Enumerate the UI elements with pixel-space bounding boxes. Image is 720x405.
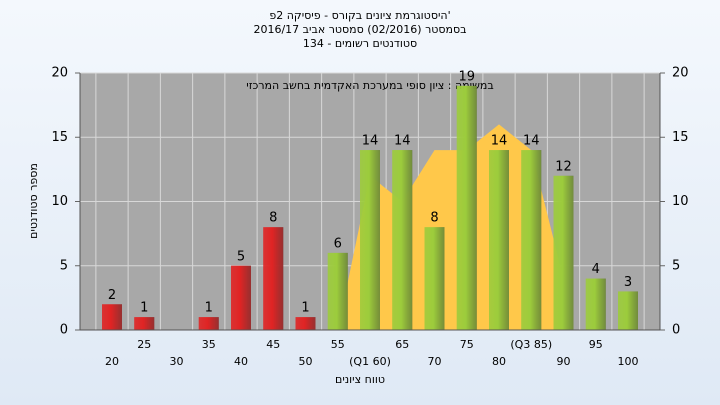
bar-shade [618, 291, 638, 330]
data-label: 14 [523, 134, 540, 149]
data-label: 1 [205, 301, 213, 316]
bar-shade [392, 150, 413, 330]
data-label: 19 [458, 69, 475, 84]
bar-shade [521, 150, 542, 330]
data-label: 14 [362, 134, 379, 149]
bar-shade [198, 317, 219, 330]
x-tick-label: 90 [557, 355, 571, 368]
bar-shade [424, 227, 445, 330]
x-tick-label: 100 [618, 355, 639, 368]
data-label: 1 [140, 301, 148, 316]
y-tick-label: 0 [60, 323, 68, 338]
x-tick-label: 65 [395, 338, 409, 351]
data-label: 4 [592, 262, 600, 277]
annotation: במשימה : ציון סופי במערכת האקדמית בחשב ה… [246, 79, 494, 92]
y2-tick-label: 0 [672, 323, 680, 338]
x-tick-label: (Q1 60) [349, 355, 391, 368]
y2-tick-label: 5 [672, 258, 680, 273]
bar-shade [295, 317, 316, 330]
y-tick-label: 20 [51, 66, 68, 81]
bar-shade [585, 278, 606, 330]
x-tick-label: 50 [299, 355, 313, 368]
bar-shade [327, 252, 348, 330]
y-tick-label: 15 [51, 130, 68, 145]
x-tick-label: 40 [234, 355, 248, 368]
data-label: 2 [108, 288, 116, 303]
x-tick-label: 80 [492, 355, 506, 368]
x-tick-label: 20 [105, 355, 119, 368]
chart-subtitle: סטודנטים רשומים - 134 [303, 37, 417, 50]
data-label: 1 [301, 301, 309, 316]
bar-shade [489, 150, 509, 330]
bar-shade [102, 304, 122, 330]
chart-subtitle: בסמסטר (02/2016) סמסטר אביב 2016/17 [253, 23, 466, 36]
x-tick-label: 75 [460, 338, 474, 351]
y-tick-label: 5 [60, 258, 68, 273]
bar-shade [360, 150, 380, 330]
y-axis-label: מספר סטודנטים [27, 163, 40, 239]
bar-shade [263, 227, 284, 330]
x-tick-label: 70 [428, 355, 442, 368]
data-label: 5 [237, 249, 245, 264]
y2-tick-label: 15 [672, 130, 689, 145]
x-tick-label: 30 [170, 355, 184, 368]
bar-shade [231, 265, 251, 330]
x-tick-label: 55 [331, 338, 345, 351]
data-label: 12 [555, 159, 572, 174]
bar-shade [553, 175, 574, 330]
chart-title: היסטוגרמת ציונים בקורס - פיסיקה 2פ' [269, 9, 450, 22]
data-label: 3 [624, 275, 632, 290]
x-tick-label: (Q3 85) [510, 338, 552, 351]
bar-shade [134, 317, 155, 330]
x-tick-label: 35 [202, 338, 216, 351]
x-tick-label: 45 [266, 338, 280, 351]
data-label: 14 [491, 134, 508, 149]
y2-tick-label: 10 [672, 194, 689, 209]
data-label: 8 [430, 211, 438, 226]
x-tick-label: 25 [137, 338, 151, 351]
y2-tick-label: 20 [672, 66, 689, 81]
bar-shade [456, 85, 477, 330]
y-tick-label: 10 [51, 194, 68, 209]
x-axis-label: טווח ציונים [335, 373, 385, 386]
data-label: 6 [334, 236, 342, 251]
data-label: 8 [269, 211, 277, 226]
data-label: 14 [394, 134, 411, 149]
x-tick-label: 95 [589, 338, 603, 351]
